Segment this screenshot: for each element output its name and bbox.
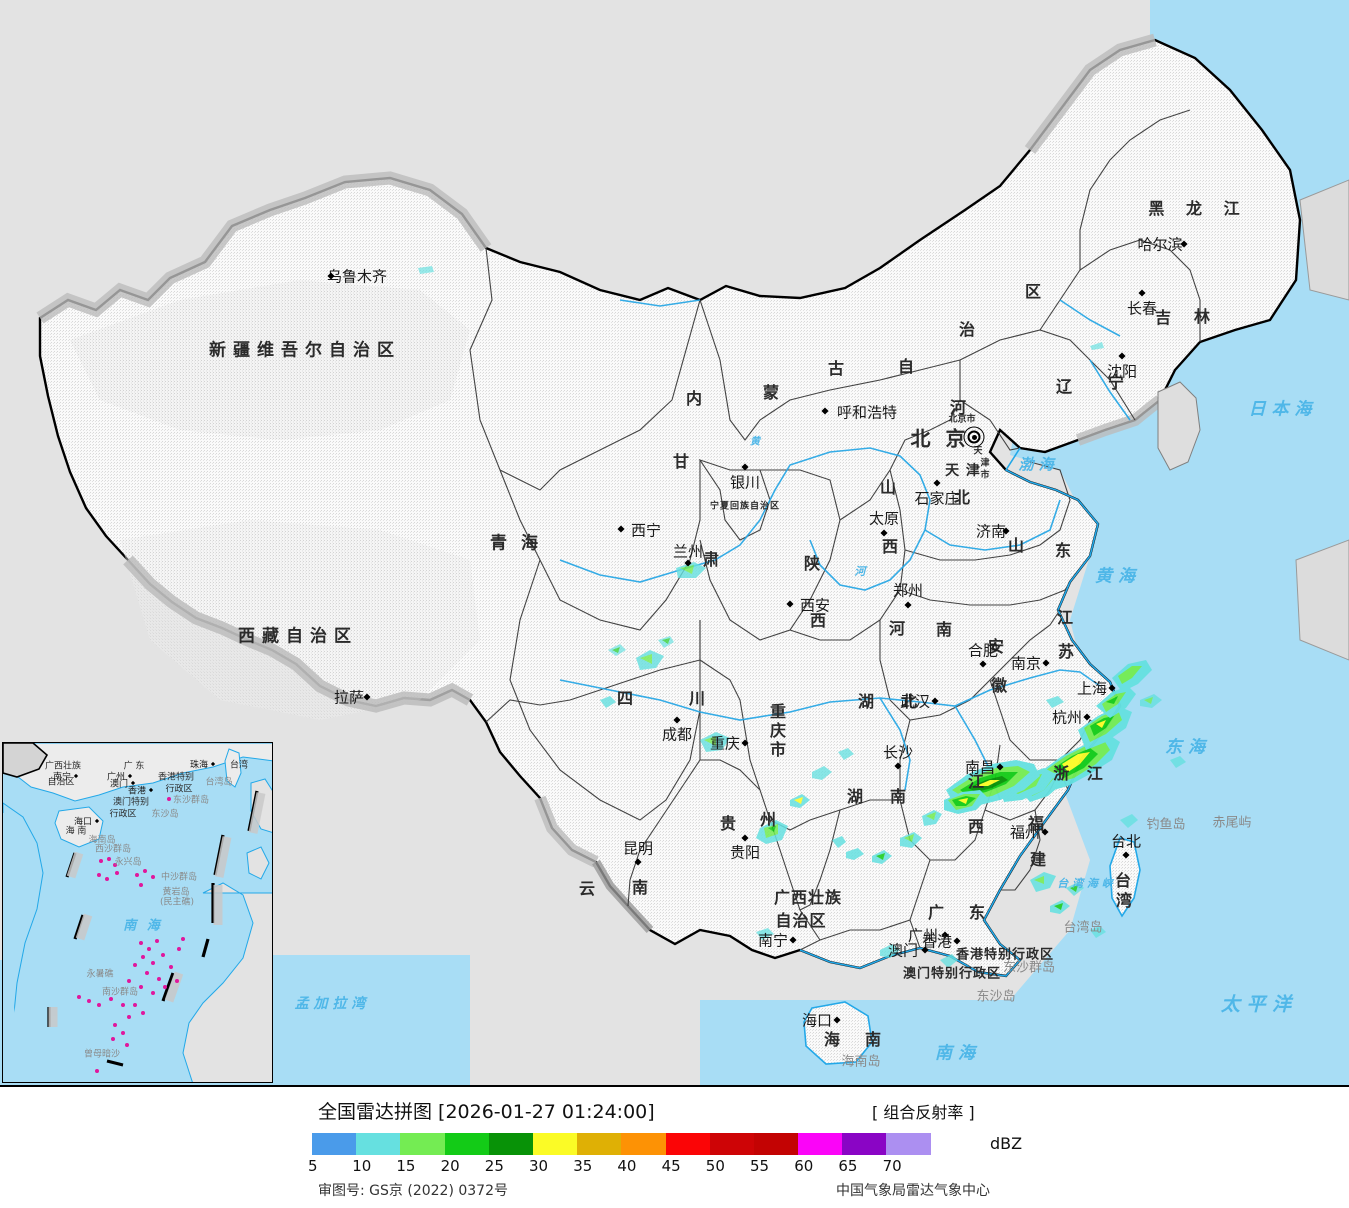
color-swatch-35	[577, 1133, 622, 1155]
tick-label-10: 10	[352, 1157, 372, 1175]
tick-label-45: 45	[661, 1157, 681, 1175]
color-swatch-70	[886, 1133, 931, 1155]
beijing-capital-marker	[967, 430, 981, 444]
color-swatch-40	[621, 1133, 666, 1155]
tick-label-40: 40	[617, 1157, 637, 1175]
issuing-organization: 中国气象局雷达气象中心	[836, 1183, 990, 1199]
tick-label-50: 50	[705, 1157, 725, 1175]
color-swatch-60	[798, 1133, 843, 1155]
color-swatch-10	[356, 1133, 401, 1155]
tick-label-30: 30	[529, 1157, 549, 1175]
tick-label-55: 55	[750, 1157, 770, 1175]
tick-label-20: 20	[440, 1157, 460, 1175]
tick-label-60: 60	[794, 1157, 814, 1175]
beijing-capital-ring	[963, 426, 985, 448]
dbz-unit-label: dBZ	[990, 1134, 1023, 1153]
inset-geometry	[3, 743, 272, 1082]
tick-label-25: 25	[484, 1157, 504, 1175]
color-swatch-65	[842, 1133, 887, 1155]
china-radar-map[interactable]: 新疆维吾尔自治区 西藏自治区青 海甘肃内蒙古自治区宁夏回族自治区陕西山西河北北 京…	[0, 0, 1349, 1085]
color-swatch-25	[488, 1133, 533, 1155]
legend-title: 全国雷达拼图 [2026-01-27 01:24:00]	[318, 1101, 655, 1123]
tick-label-5: 5	[308, 1157, 318, 1175]
legend-product-mode: [ 组合反射率 ]	[872, 1103, 975, 1122]
tick-label-15: 15	[396, 1157, 416, 1175]
color-swatch-55	[753, 1133, 799, 1155]
color-swatch-45	[665, 1133, 710, 1155]
south-china-sea-inset[interactable]: 广西壮族 自治区广 东香港特别 行政区 澳门特别 行政区海 南台湾 南宁 广州 澳门 香港 珠海…	[2, 742, 273, 1083]
tick-label-35: 35	[573, 1157, 593, 1175]
tick-label-70: 70	[882, 1157, 902, 1175]
color-swatch-15	[400, 1133, 445, 1155]
tick-label-65: 65	[838, 1157, 858, 1175]
color-swatch-20	[444, 1133, 489, 1155]
color-scale-bar[interactable]	[312, 1133, 931, 1155]
radar-echo-layer	[418, 266, 1186, 968]
color-swatch-50	[709, 1133, 754, 1155]
color-swatch-30	[532, 1133, 578, 1155]
color-swatch-5	[312, 1133, 357, 1155]
map-approval-number: 审图号: GS京 (2022) 0372号	[318, 1183, 508, 1199]
landmass-layer	[0, 0, 1349, 1085]
